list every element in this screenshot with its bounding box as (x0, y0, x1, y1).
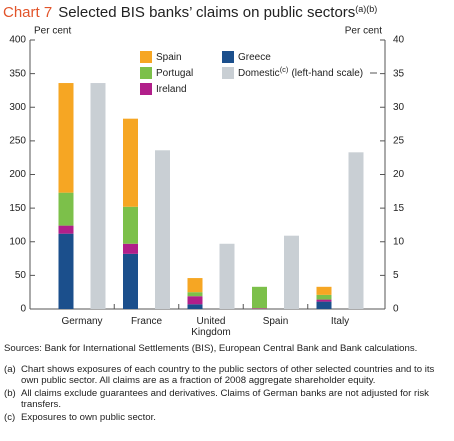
y-tick-label: 100 (9, 236, 26, 247)
y2-tick-label: 35 (393, 68, 405, 79)
bar-segment (123, 243, 138, 254)
y2-tick-label: 20 (393, 169, 405, 180)
note-text: Exposures to own public sector. (21, 411, 156, 423)
note: (a) Chart shows exposures of each country… (4, 364, 450, 387)
y2-tick-label: 15 (393, 203, 405, 214)
bar-segment (316, 294, 332, 300)
legend-name: Domestic (238, 68, 280, 79)
bar (284, 235, 299, 309)
bar-segment (316, 286, 332, 295)
note-text: Chart shows exposures of each country to… (21, 363, 435, 387)
sources: Sources: Bank for International Settleme… (4, 343, 418, 354)
bar-segment (316, 301, 332, 309)
bar-segment (187, 304, 203, 309)
bar-segment (58, 233, 74, 309)
bar-segment (316, 299, 332, 302)
bar-segment (187, 292, 203, 297)
legend-label: Greece (238, 52, 271, 63)
y2-axis-label: Per cent (345, 26, 382, 37)
y2-tick-label: 5 (393, 270, 399, 281)
title-text: Selected BIS banks’ claims on public sec… (58, 4, 355, 21)
x-tick-label: France (131, 316, 163, 327)
y-tick-label: 400 (9, 35, 26, 46)
legend-swatch (222, 51, 234, 63)
legend-label: Spain (156, 52, 182, 63)
y2-tick-label: 10 (393, 236, 405, 247)
bar-segment (58, 83, 74, 193)
y-tick-label: 0 (20, 304, 26, 315)
y2-tick-label: 40 (393, 35, 405, 46)
note-marker: (a) (4, 363, 16, 375)
bar (348, 152, 364, 309)
legend-name: Greece (238, 52, 271, 63)
title-prefix: Chart 7 (3, 4, 52, 21)
legend-swatch (140, 51, 152, 63)
legend-suffix: (left-hand scale) (291, 68, 363, 79)
y2-tick-label: 0 (393, 304, 399, 315)
y2-tick-label: 30 (393, 102, 405, 113)
y-tick-label: 50 (15, 270, 27, 281)
y-tick-label: 200 (9, 169, 26, 180)
x-tick-label: Italy (331, 316, 349, 327)
legend-swatch (222, 67, 234, 79)
y-tick-label: 150 (9, 203, 26, 214)
x-tick-label: United Kingdom (191, 316, 230, 338)
bar-segment (123, 253, 138, 309)
x-tick-label: Spain (263, 316, 289, 327)
title-refs: (a)(b) (355, 4, 377, 14)
y2-tick-label: 25 (393, 136, 405, 147)
bar-segment (58, 192, 74, 226)
bar (219, 243, 235, 309)
bar-segment (58, 225, 74, 234)
note-text: All claims exclude guarantees and deriva… (21, 387, 429, 411)
bar (90, 83, 106, 309)
legend-swatch (140, 83, 152, 95)
note: (c) Exposures to own public sector. (4, 412, 450, 424)
legend-name: Portugal (156, 68, 193, 79)
legend-label: Domestic(c) (left-hand scale) (238, 65, 363, 79)
x-tick-label: Germany (61, 316, 102, 327)
y-axis-label: Per cent (34, 26, 71, 37)
note: (b) All claims exclude guarantees and der… (4, 388, 450, 411)
bar-segment (187, 296, 203, 305)
notes: Sources: Bank for International Settleme… (4, 343, 450, 424)
y-tick-label: 250 (9, 136, 26, 147)
bar (155, 150, 170, 309)
legend-name: Ireland (156, 84, 187, 95)
note-marker: (c) (4, 411, 16, 423)
legend-swatch (140, 67, 152, 79)
bar-segment (123, 206, 138, 244)
bar-segment (252, 308, 267, 309)
bar-segment (252, 286, 267, 309)
note-marker: (b) (4, 387, 16, 399)
legend-label: Portugal (156, 68, 193, 79)
bar-segment (123, 118, 138, 207)
legend-label: Ireland (156, 84, 187, 95)
legend-ref: (c) (280, 65, 289, 74)
notes-list: (a) Chart shows exposures of each country… (4, 364, 450, 424)
y-tick-label: 300 (9, 102, 26, 113)
y-tick-label: 350 (9, 68, 26, 79)
legend-name: Spain (156, 52, 182, 63)
chart: Chart 7 Selected BIS banks’ claims on pub… (3, 4, 405, 338)
chart-title: Chart 7 Selected BIS banks’ claims on pub… (3, 4, 377, 21)
bar-segment (187, 278, 203, 293)
